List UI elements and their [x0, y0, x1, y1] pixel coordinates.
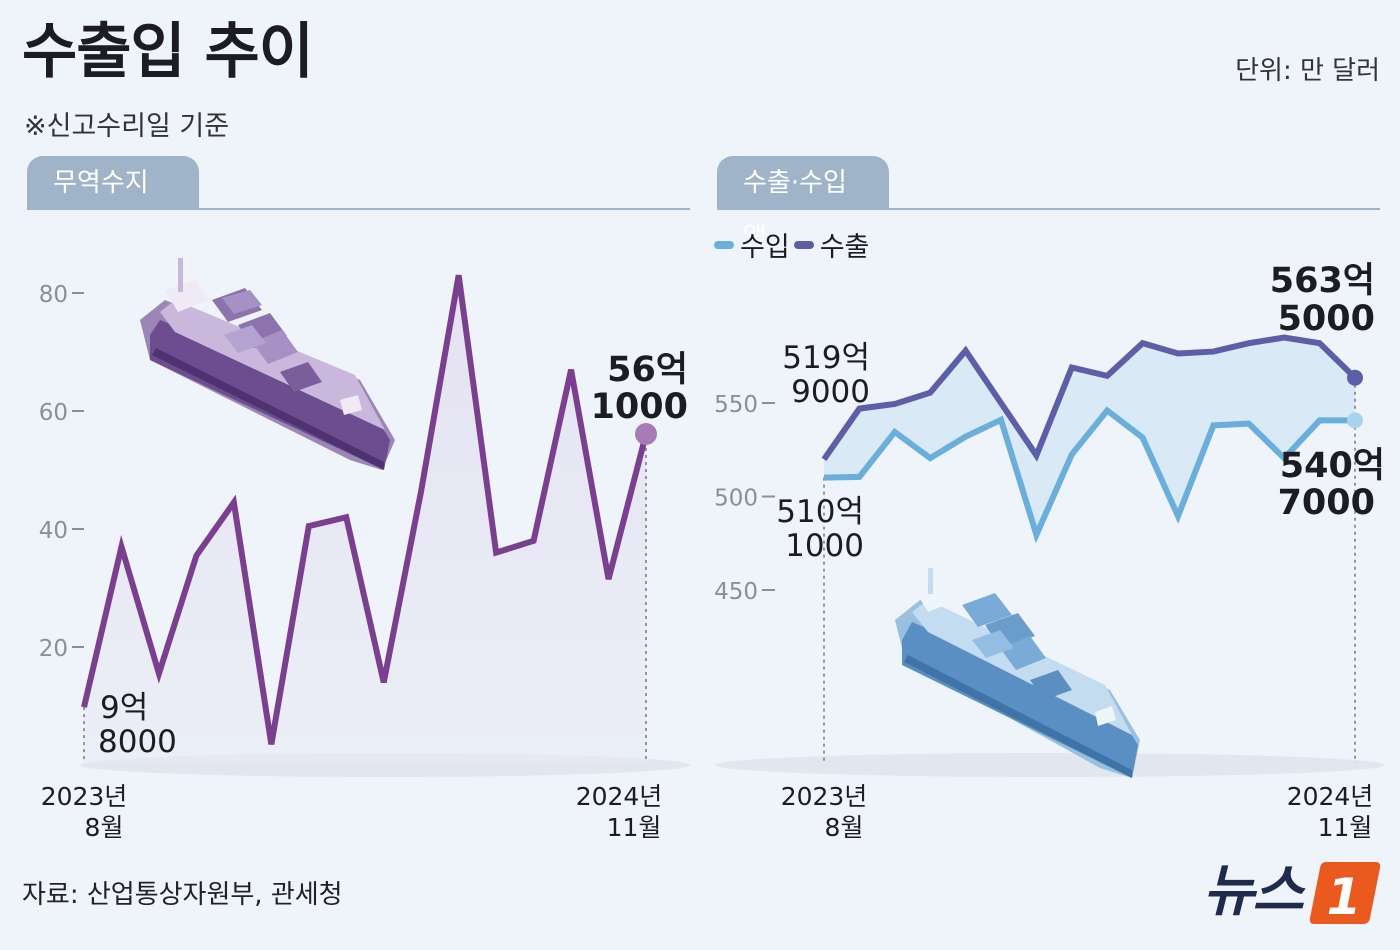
export-import-gap-area [824, 337, 1355, 535]
legend-swatch-import [714, 240, 734, 249]
logo-badge-icon: 1 [1308, 858, 1382, 926]
logo-wordmark: 뉴스 [1202, 859, 1304, 924]
trade-balance-x-first-month: 8월 [85, 813, 124, 842]
trade-balance-last-label-2: 1000 [591, 387, 688, 427]
legend-label-import: 수입 [740, 232, 790, 263]
export-import-x-last-month: 11월 [1318, 813, 1373, 842]
export-import-y-tick-label: 450 [714, 579, 758, 605]
export-last-label-2: 5000 [1278, 299, 1375, 339]
trade-balance-end-dot [635, 423, 657, 446]
legend-swatch-export [793, 240, 814, 249]
trade-balance-y-tick-label: 20 [39, 636, 68, 662]
cargo-ship-blue-illustration [895, 568, 1140, 778]
source-note: 자료: 산업통상자원부, 관세청 [22, 880, 343, 910]
page-title: 수출입 추이 [22, 17, 314, 87]
tab-export-import: 수출·수입액 [717, 156, 889, 252]
export-import-y-axis: 550 500 450 [714, 392, 775, 605]
trade-balance-chart: 80 60 40 20 9억 8000 56억 1000 2023년 8월 2024년… [39, 274, 688, 842]
export-import-y-tick-label: 550 [714, 392, 758, 418]
right-ground-shadow [715, 753, 1385, 777]
import-first-label-1: 510억 [776, 494, 864, 530]
legend-item-export: 수출 [793, 225, 870, 264]
export-import-x-last-year: 2024년 [1287, 782, 1374, 811]
import-last-label-2: 7000 [1278, 483, 1375, 523]
export-first-label-2: 9000 [791, 374, 870, 410]
trade-balance-y-tick-label: 80 [39, 282, 68, 308]
trade-balance-y-axis: 80 60 40 20 [39, 282, 84, 662]
legend-item-import: 수입 [714, 225, 790, 264]
export-line [821, 334, 1358, 462]
legend-label-export: 수출 [819, 232, 870, 263]
trade-balance-x-last-year: 2024년 [576, 782, 663, 811]
tab-trade-balance: 무역수지 [27, 156, 199, 210]
export-import-x-first-year: 2023년 [781, 782, 868, 811]
import-line [823, 406, 1355, 544]
trade-balance-y-tick-label: 60 [39, 400, 68, 426]
export-last-label-1: 563억 [1270, 261, 1375, 301]
trade-balance-line [81, 274, 649, 745]
trade-balance-x-last-month: 11월 [607, 813, 662, 842]
cargo-ship-purple-illustration [140, 258, 395, 470]
import-first-label-2: 1000 [785, 528, 864, 564]
trade-balance-area [84, 275, 646, 763]
panel-rule-left [27, 208, 690, 210]
trade-balance-first-label-1: 9억 [100, 690, 148, 726]
trade-balance-y-tick-label: 40 [39, 518, 68, 544]
import-last-label-1: 540억 [1280, 446, 1385, 486]
chart-legend: 수입 수출 [714, 225, 873, 264]
page-subtitle: ※신고수리일 기준 [24, 111, 230, 142]
trade-balance-x-first-year: 2023년 [41, 782, 128, 811]
import-end-dot [1347, 412, 1363, 429]
trade-balance-first-label-2: 8000 [98, 724, 177, 760]
unit-label: 단위: 만 달러 [1235, 56, 1380, 86]
trade-balance-last-label-1: 56억 [607, 350, 688, 390]
logo-number: 1 [1327, 868, 1362, 926]
news1-logo: 뉴스 1 [1203, 858, 1382, 926]
panel-rule-right [717, 208, 1380, 210]
export-import-y-tick-label: 500 [714, 486, 758, 512]
export-end-dot [1347, 369, 1363, 386]
export-first-label-1: 519억 [782, 340, 870, 376]
export-import-x-first-month: 8월 [825, 813, 864, 842]
